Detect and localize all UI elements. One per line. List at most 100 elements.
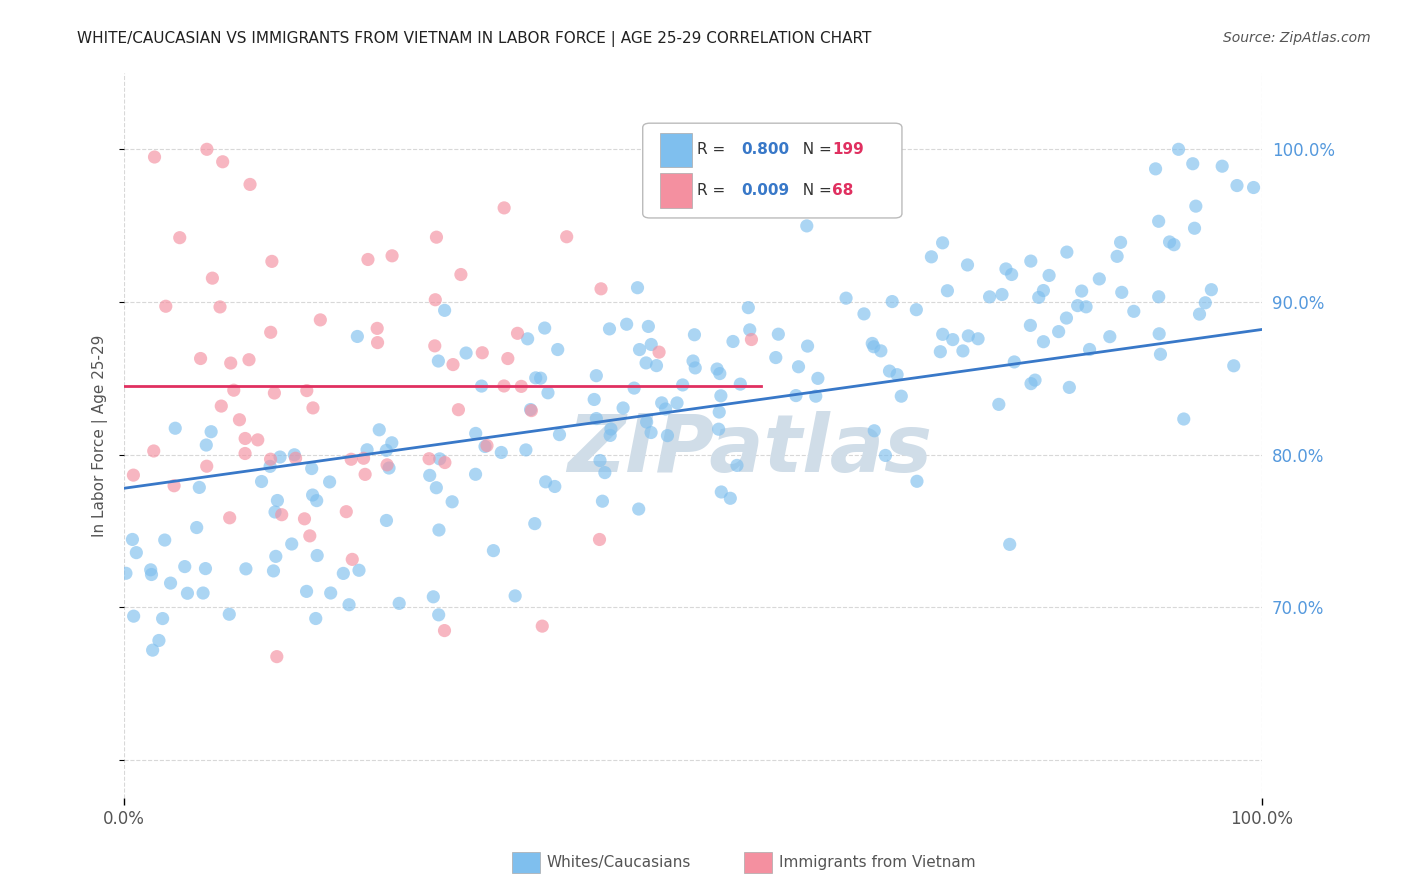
Point: [725, 458, 748, 473]
Point: [422, 590, 444, 604]
Point: [260, 254, 283, 268]
Point: [555, 229, 578, 244]
Point: [537, 385, 560, 400]
Point: [264, 505, 287, 519]
Point: [645, 359, 668, 373]
Point: [707, 422, 730, 436]
Point: [259, 459, 281, 474]
Point: [710, 389, 733, 403]
Point: [1159, 235, 1181, 249]
Point: [598, 322, 620, 336]
Point: [882, 294, 904, 309]
Point: [491, 445, 513, 459]
Point: [270, 508, 292, 522]
Point: [301, 461, 323, 475]
Text: WHITE/CAUCASIAN VS IMMIGRANTS FROM VIETNAM IN LABOR FORCE | AGE 25-29 CORRELATIO: WHITE/CAUCASIAN VS IMMIGRANTS FROM VIETN…: [77, 31, 872, 47]
Point: [340, 452, 363, 467]
Point: [1144, 161, 1167, 176]
Point: [464, 467, 486, 482]
Point: [533, 321, 555, 335]
Point: [142, 643, 165, 657]
Point: [1056, 311, 1078, 326]
Point: [447, 402, 470, 417]
Point: [626, 281, 648, 295]
Point: [176, 586, 198, 600]
Point: [957, 329, 980, 343]
Point: [233, 446, 256, 460]
Point: [1078, 343, 1101, 357]
Point: [1032, 284, 1054, 298]
Point: [1211, 159, 1233, 173]
Point: [1019, 376, 1042, 391]
Point: [796, 219, 818, 233]
Point: [588, 533, 610, 547]
Point: [1147, 214, 1170, 228]
Point: [228, 413, 250, 427]
Point: [1056, 245, 1078, 260]
Point: [427, 523, 450, 537]
Text: 68: 68: [832, 183, 853, 198]
Text: R =: R =: [697, 143, 731, 158]
Point: [186, 520, 208, 534]
Point: [208, 300, 231, 314]
Point: [1163, 237, 1185, 252]
Point: [122, 468, 145, 483]
Point: [200, 425, 222, 439]
Point: [1222, 359, 1244, 373]
Point: [141, 567, 163, 582]
Point: [1184, 221, 1206, 235]
Point: [1181, 157, 1204, 171]
Point: [520, 403, 543, 417]
Point: [219, 356, 242, 370]
Point: [302, 401, 325, 415]
Point: [516, 332, 538, 346]
Point: [122, 609, 145, 624]
Point: [852, 307, 875, 321]
Point: [524, 371, 547, 385]
Point: [600, 422, 623, 436]
Point: [319, 586, 342, 600]
Point: [1188, 307, 1211, 321]
Point: [266, 493, 288, 508]
Point: [835, 291, 858, 305]
Point: [657, 188, 679, 202]
Point: [920, 250, 942, 264]
Point: [342, 552, 364, 566]
Point: [870, 343, 893, 358]
Point: [357, 252, 380, 267]
Point: [191, 586, 214, 600]
Text: Immigrants from Vietnam: Immigrants from Vietnam: [779, 855, 976, 870]
Point: [956, 258, 979, 272]
Point: [1201, 283, 1223, 297]
Point: [375, 458, 398, 472]
Point: [510, 379, 533, 393]
Point: [450, 268, 472, 282]
Point: [368, 423, 391, 437]
Point: [1194, 295, 1216, 310]
Point: [427, 607, 450, 622]
Point: [636, 415, 658, 429]
Point: [709, 405, 731, 419]
Point: [640, 337, 662, 351]
Point: [648, 345, 671, 359]
Point: [475, 439, 498, 453]
Point: [347, 563, 370, 577]
Text: 0.800: 0.800: [741, 143, 789, 158]
Point: [298, 529, 321, 543]
Point: [307, 549, 329, 563]
Point: [152, 611, 174, 625]
Point: [682, 354, 704, 368]
Point: [589, 282, 612, 296]
Point: [740, 333, 762, 347]
Point: [623, 381, 645, 395]
Point: [471, 345, 494, 359]
Point: [1070, 284, 1092, 298]
Point: [1147, 326, 1170, 341]
Point: [418, 451, 440, 466]
Point: [264, 549, 287, 564]
Point: [593, 466, 616, 480]
Point: [195, 142, 218, 156]
Point: [1167, 142, 1189, 156]
Point: [657, 428, 679, 442]
Point: [952, 343, 974, 358]
